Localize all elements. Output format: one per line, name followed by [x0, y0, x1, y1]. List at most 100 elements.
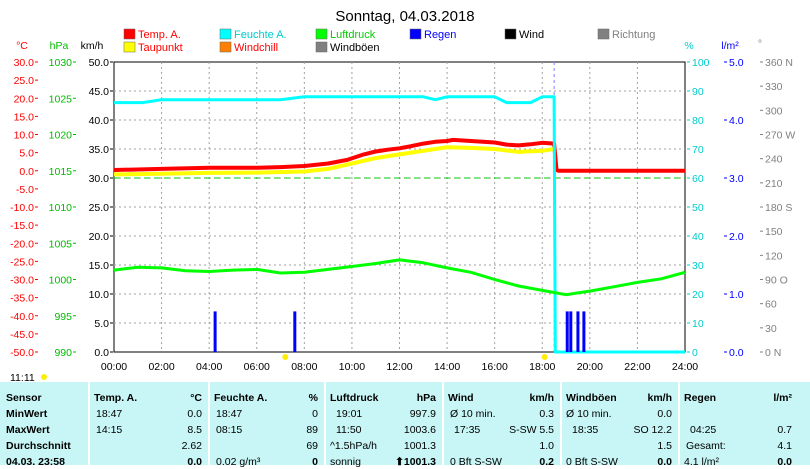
direction-tick-label: 360 N	[765, 57, 793, 69]
direction-tick-label: 60	[765, 299, 777, 311]
temp-tick-label: -10.0	[10, 202, 34, 214]
humidity-tick-label: 80	[692, 115, 704, 127]
table-col-windboeen: Windböen km/h Ø 10 min. 0.0 18:35 SO 12.…	[562, 382, 678, 468]
legend-label: Temp. A.	[138, 29, 181, 41]
series-line-luftdruck	[113, 258, 686, 297]
table-cell: ^1.5hPa/h	[330, 440, 377, 452]
direction-tick-label: 150	[765, 226, 783, 238]
legend-swatch	[219, 28, 232, 40]
table-cell: ⬆1001.3	[395, 456, 436, 468]
table-cell: 1001.3	[403, 440, 436, 452]
humidity-tick-label: 20	[692, 289, 704, 301]
table-cell: 4.1 l/m²	[684, 456, 720, 468]
table-col-regen: Regen l/m² 04:25 0.7 Gesamt: 4.1 4.1 l/m…	[680, 382, 810, 468]
humidity-tick-label: 0	[692, 347, 698, 359]
temp-tick-label: 0.0	[19, 166, 34, 178]
humidity-tick-label: 100	[692, 57, 710, 69]
table-cell: 0.0	[657, 408, 672, 420]
table-cell: 69	[306, 440, 318, 452]
table-col-luftdruck: Luftdruck hPa 19:01 997.9 11:50 1003.6 ^…	[326, 382, 442, 468]
table-cell: 0 Bft S-SW	[566, 456, 618, 468]
temp-tick-label: -5.0	[16, 184, 34, 196]
stats-table: Sensor MinWert MaxWert Durchschnitt 04.0…	[0, 382, 810, 468]
legend-swatch	[315, 41, 328, 53]
legend-label: Wind	[519, 29, 544, 41]
x-tick-label: 12:00	[386, 361, 412, 373]
table-header: Windböen	[566, 392, 617, 404]
temp-tick-label: 5.0	[19, 148, 34, 160]
humidity-tick-label: 30	[692, 260, 704, 272]
table-col-feuchte: Feuchte A. % 18:47 0 08:15 89 69 0.02 g/…	[210, 382, 324, 468]
wind-tick-label: 5.0	[94, 318, 109, 330]
rain-tick-label: 0.0	[729, 347, 744, 359]
table-cell: 19:01	[336, 408, 363, 420]
wind-tick-label: 10.0	[89, 289, 110, 301]
pressure-tick-label: 1025	[49, 93, 73, 105]
table-header: Wind	[448, 392, 474, 404]
table-cell: 1.0	[539, 440, 554, 452]
legend-swatch	[123, 28, 136, 40]
table-unit: °C	[190, 392, 202, 404]
x-tick-label: 08:00	[291, 361, 317, 373]
humidity-tick-label: 70	[692, 144, 704, 156]
table-cell: 18:35	[572, 424, 599, 436]
table-header: Luftdruck	[330, 392, 379, 404]
humidity-tick-label: 90	[692, 86, 704, 98]
temp-tick-label: 25.0	[14, 75, 35, 87]
pressure-axis-label: hPa	[50, 40, 69, 52]
x-tick-label: 04:00	[196, 361, 222, 373]
table-cell: Gesamt:	[686, 440, 726, 452]
series-line-feuchte-a-	[114, 95, 685, 354]
humidity-tick-label: 60	[692, 173, 704, 185]
table-col-wind: Wind km/h Ø 10 min. 0.3 17:35 S-SW 5.5 1…	[444, 382, 560, 468]
table-cell: 18:47	[96, 408, 123, 420]
table-cell: 0.3	[539, 408, 554, 420]
table-cell: 0	[312, 456, 318, 468]
x-tick-label: 16:00	[482, 361, 508, 373]
row-label-max: MaxWert	[6, 424, 50, 436]
table-cell: sonnig	[330, 456, 361, 468]
wind-tick-label: 25.0	[89, 202, 110, 214]
table-cell: 14:15	[96, 424, 123, 436]
direction-tick-label: 30	[765, 323, 777, 335]
time-readout: 11:11	[10, 372, 35, 382]
wind-axis-label: km/h	[81, 40, 104, 52]
row-label-avg: Durchschnitt	[6, 440, 71, 452]
direction-tick-label: 120	[765, 250, 783, 262]
rain-tick-label: 2.0	[729, 231, 744, 243]
wind-tick-label: 50.0	[89, 57, 110, 69]
x-tick-label: 10:00	[339, 361, 365, 373]
direction-axis-label: °	[758, 38, 762, 50]
table-cell: 11:50	[336, 424, 362, 436]
table-cell: 4.1	[777, 440, 792, 452]
table-header: Sensor	[6, 392, 42, 404]
table-cell: 0.7	[777, 424, 792, 436]
chart-title: Sonntag, 04.03.2018	[335, 8, 474, 25]
x-tick-label: 00:00	[101, 361, 127, 373]
wind-tick-label: 20.0	[89, 231, 110, 243]
pressure-tick-label: 995	[54, 311, 72, 323]
table-cell: 0 Bft S-SW	[450, 456, 502, 468]
temp-tick-label: -35.0	[10, 293, 34, 305]
direction-tick-label: 210	[765, 178, 783, 190]
temp-tick-label: 30.0	[14, 57, 35, 69]
temp-tick-label: -15.0	[10, 220, 34, 232]
sunset-marker	[541, 354, 548, 360]
table-header: Feuchte A.	[214, 392, 268, 404]
pressure-tick-label: 1015	[49, 166, 73, 178]
x-tick-label: 02:00	[148, 361, 174, 373]
x-tick-label: 06:00	[244, 361, 270, 373]
table-cell: 89	[306, 424, 318, 436]
rain-bar	[293, 311, 297, 352]
table-cell: 997.9	[409, 408, 436, 420]
legend-label: Feuchte A.	[234, 29, 287, 41]
pressure-tick-label: 1000	[49, 275, 73, 287]
table-col-temp: Temp. A. °C 18:47 0.0 14:15 8.5 2.62 0.0	[90, 382, 208, 468]
wind-tick-label: 30.0	[89, 173, 110, 185]
temp-tick-label: -25.0	[10, 256, 34, 268]
rain-tick-label: 3.0	[729, 173, 744, 185]
table-header: Temp. A.	[94, 392, 138, 404]
pressure-tick-label: 1010	[49, 202, 73, 214]
direction-tick-label: 240	[765, 154, 783, 166]
pressure-tick-label: 1005	[49, 238, 73, 250]
